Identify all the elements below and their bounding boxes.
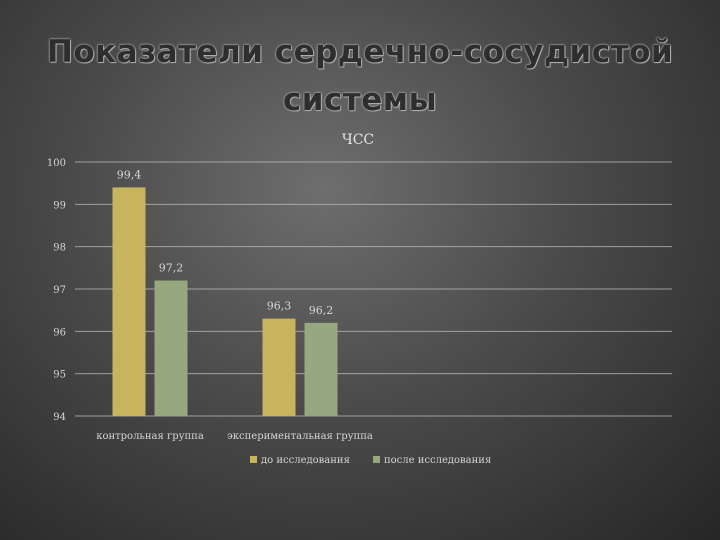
y-tick-label: 97 — [53, 285, 66, 296]
bar — [112, 187, 146, 416]
y-tick-label: 98 — [53, 243, 66, 254]
data-label: 96,2 — [309, 304, 334, 317]
y-tick-label: 100 — [47, 158, 66, 169]
y-tick-label: 96 — [53, 327, 66, 338]
data-label: 96,3 — [267, 300, 292, 313]
legend-label: до исследования — [261, 455, 350, 466]
slide-title: Показатели сердечно-сосудистой системы — [0, 28, 720, 124]
y-tick-label: 94 — [53, 412, 66, 423]
legend-swatch — [373, 456, 380, 463]
legend-swatch — [250, 456, 257, 463]
bar — [262, 318, 296, 416]
chart-title: ЧСС — [342, 132, 374, 148]
data-label: 97,2 — [159, 262, 184, 275]
slide-title-line-2: системы — [282, 82, 438, 118]
legend-label: после исследования — [384, 455, 491, 466]
bar — [304, 322, 338, 416]
x-category-label: контрольная группа — [96, 431, 204, 442]
bar — [154, 280, 188, 416]
data-label: 99,4 — [117, 168, 142, 181]
x-category-label: экспериментальная группа — [227, 431, 373, 442]
y-tick-label: 95 — [53, 370, 66, 381]
y-tick-label: 99 — [53, 200, 66, 211]
slide-title-line-1: Показатели сердечно-сосудистой — [46, 34, 674, 70]
